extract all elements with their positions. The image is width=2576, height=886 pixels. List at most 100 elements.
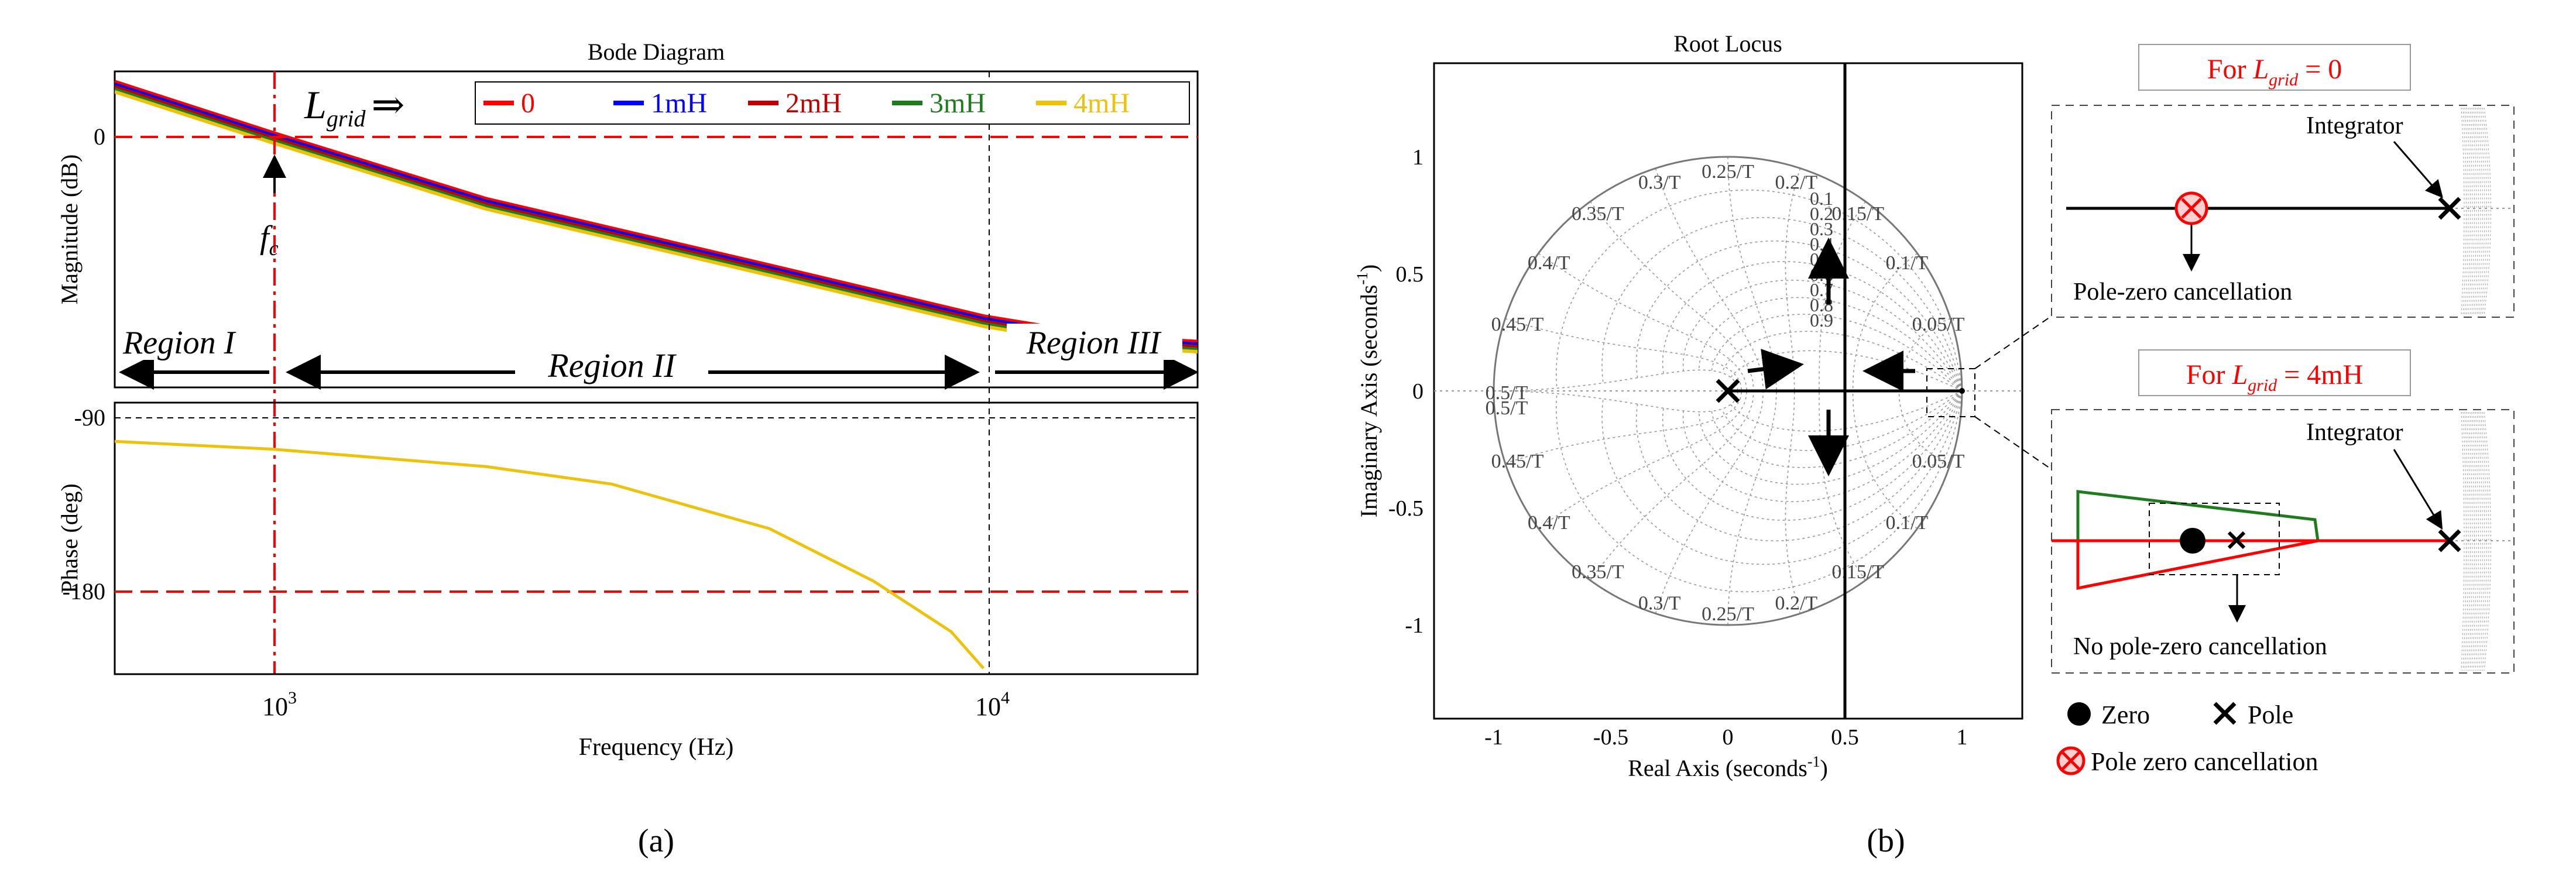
x-tick-1e3: 103: [262, 688, 297, 721]
zeta-curve: [1711, 390, 1963, 468]
rl-y-tick: -0.5: [1388, 496, 1424, 521]
zeta-label: 0.2: [1810, 203, 1833, 224]
rl-x-tick: 0.5: [1831, 725, 1859, 750]
magnitude-curve-2mH: [115, 85, 1198, 349]
wn-curve: [1590, 201, 1755, 392]
inset-fan-line: [2464, 107, 2469, 315]
wn-curve: [1538, 390, 1748, 529]
wn-label-lower: 0.2/T: [1775, 593, 1817, 614]
wn-curve: [1655, 390, 1764, 614]
inset1-title-box: [2138, 44, 2411, 91]
wn-label-upper: 0.3/T: [1638, 172, 1681, 194]
wn-curve: [1727, 390, 1777, 626]
magnitude-curve-3mH: [115, 87, 1198, 351]
wn-label-lower: 0.4/T: [1528, 512, 1570, 534]
wn-curve: [1538, 253, 1748, 392]
zeta-curve: [1721, 331, 1963, 392]
zeta-curve: [1721, 390, 1963, 451]
rl-x-tick: -1: [1484, 725, 1503, 750]
zeta-curve: [1555, 189, 1963, 392]
zeta-label: 0.1: [1810, 188, 1833, 209]
magnitude-axes: [114, 70, 1199, 389]
wn-label-lower: 0.15/T: [1831, 561, 1884, 583]
wn-label-lower: 0.45/T: [1491, 451, 1544, 472]
wn-labels: 0.25/T0.3/T0.35/T0.4/T0.45/T0.5/T0.2/T0.…: [1486, 161, 1965, 625]
legend-label-0: 0: [521, 88, 535, 119]
wn-curve: [1493, 390, 1739, 413]
marker-legend: Zero Pole Pole zero cancellation: [2056, 700, 2318, 776]
dir-arrow-right: [1747, 349, 1804, 390]
bode-xlabel: Frequency (Hz): [579, 734, 734, 761]
rootlocus-title: Root Locus: [1673, 30, 1782, 57]
fc-label: fc: [260, 219, 279, 260]
wn-label-upper: 0.1/T: [1885, 252, 1928, 274]
wn-label-upper: 0.35/T: [1572, 203, 1624, 225]
wn-label-upper: 0.15/T: [1831, 203, 1884, 225]
rl-y-tick: 0.5: [1396, 262, 1424, 287]
legend-zero-label: Zero: [2101, 700, 2150, 729]
caption-b: (b): [1867, 823, 1905, 859]
mag-tick-0: 0: [94, 123, 105, 150]
zeta-curve: [1730, 390, 1963, 432]
wn-curve: [1852, 390, 1918, 529]
wn-label-lower: 0.25/T: [1702, 603, 1754, 625]
wn-label-upper: 0.4/T: [1528, 252, 1570, 274]
legend-pole-marker: [2213, 702, 2237, 725]
rl-x-tick: 1: [1957, 725, 1968, 750]
wn-curve: [1819, 390, 1866, 581]
wn-label-upper: 0.05/T: [1912, 314, 1965, 335]
panel-a: Bode Diagram 0 Magnitude (dB) Lgrid ⇒ 0 1m…: [56, 39, 1199, 859]
zeta-curve: [1711, 314, 1963, 392]
inset-fan-line: [2482, 107, 2489, 315]
inset2-pole: [2227, 531, 2246, 550]
rl-y-tick: 0: [1412, 379, 1424, 404]
lgrid-annotation: Lgrid ⇒: [304, 83, 405, 132]
legend-label-4mH: 4mH: [1073, 88, 1130, 119]
rl-ylabel: Imaginary Axis (seconds-1): [1354, 265, 1382, 518]
region2-label: Region II: [547, 346, 677, 384]
wn-label-lower: 0.35/T: [1572, 561, 1624, 583]
rl-y-tick: -1: [1405, 613, 1424, 638]
zeta-curve: [1601, 217, 1963, 392]
rl-x-ticks: -1 -0.5 0 0.5 1: [1484, 725, 1967, 750]
zoom-box: [1926, 368, 1975, 417]
inset2-box: [2051, 409, 2515, 674]
wn-curve: [1655, 168, 1764, 392]
wn-curve: [1493, 369, 1739, 392]
wn-label-lower: 0.1/T: [1885, 512, 1928, 534]
inset2-inner-zoom: [2149, 503, 2280, 575]
inset-fan-line: [2462, 107, 2467, 315]
inset1-pzc-label: Pole-zero cancellation: [2073, 279, 2292, 305]
phase-tick-m180: -180: [63, 578, 105, 605]
rl-y-tick: 1: [1412, 145, 1424, 170]
legend-label-3mH: 3mH: [929, 88, 986, 119]
inset1-grid-fan: [2461, 107, 2491, 315]
phase-series: [115, 439, 985, 669]
legend-pzc-label: Pole zero cancellation: [2091, 747, 2318, 776]
zeta-label: 0.9: [1810, 310, 1833, 331]
phase-axes: [114, 401, 1199, 675]
zeta-curve: [1699, 297, 1963, 392]
pole-one: [1959, 388, 1965, 394]
wn-curve: [1898, 318, 1951, 392]
wn-label-upper: 0.2/T: [1775, 172, 1817, 194]
zeta-curve: [1699, 390, 1963, 485]
rl-x-tick: -0.5: [1593, 725, 1628, 750]
zeta-label: 0.3: [1810, 218, 1833, 239]
inset1-integrator-arrow: [2393, 141, 2443, 198]
panel-b: Root Locus 0.25/T 0.3/T 0.35/T 0.4/T 0.45/T 0…: [1354, 30, 2515, 859]
zeta-curve: [1555, 390, 1963, 593]
x-tick-1e4: 104: [975, 688, 1010, 721]
region3-label: Region III: [1026, 325, 1162, 361]
inset-fan-line: [2484, 107, 2491, 315]
inset1-box: [2051, 105, 2515, 318]
legend-pole-label: Pole: [2248, 700, 2293, 729]
legend-label-2mH: 2mH: [786, 88, 842, 119]
phase-tick-m90: -90: [74, 404, 105, 431]
region1-label: Region I: [122, 325, 236, 361]
zeta-curve: [1662, 390, 1963, 521]
zoom-connector-bottom: [1974, 416, 2052, 470]
wn-curve: [1785, 168, 1801, 392]
phase-ylabel: Phase (deg): [56, 483, 83, 593]
